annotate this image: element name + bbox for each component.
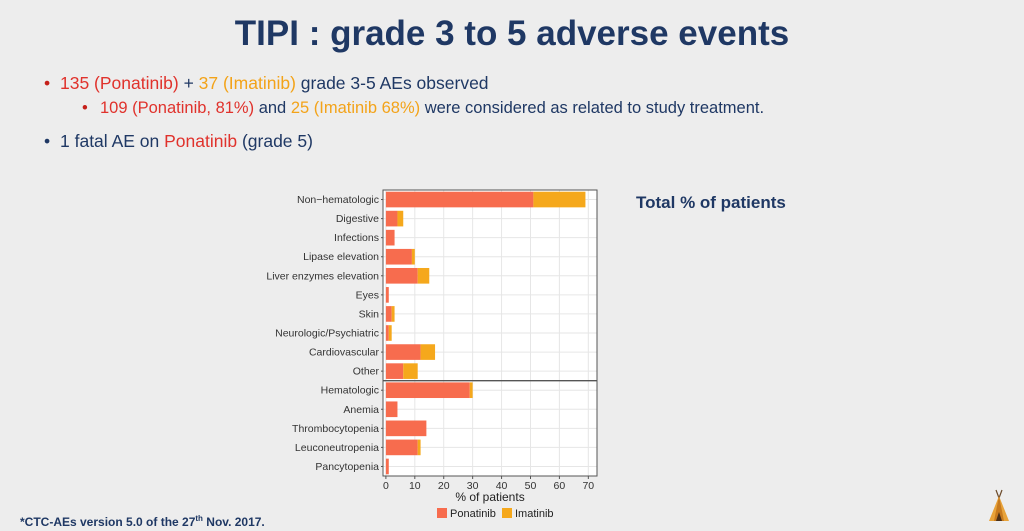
y-tick-label: Eyes [356,289,379,301]
bar-ponatinib [385,229,395,246]
y-tick-label: Liver enzymes elevation [266,270,379,282]
bar-ponatinib [385,363,404,379]
x-tick-label: 10 [409,480,421,492]
y-tick-label: Non−hematologic [297,194,379,206]
imatinib-count: 37 (Imatinib) [198,73,296,93]
bar-ponatinib [385,420,427,437]
y-tick-label: Cardiovascular [309,347,380,359]
bullet-dot: • [82,99,88,117]
y-tick-label: Other [353,366,380,378]
y-tick-label: Infections [334,232,379,244]
bullet-text: grade 3-5 AEs observed [295,73,489,93]
bar-ponatinib [385,306,392,322]
y-tick-label: Pancytopenia [315,461,379,473]
bar-imatinib [417,267,430,284]
x-tick-label: 70 [582,480,594,492]
y-tick-label: Hematologic [321,385,379,397]
bar-imatinib [388,325,392,341]
y-tick-label: Thrombocytopenia [292,423,379,435]
bar-ponatinib [385,401,398,418]
y-tick-label: Anemia [343,404,379,416]
bar-ponatinib [385,210,398,227]
bullet-text: (grade 5) [237,131,313,151]
bar-ponatinib [385,191,534,208]
bullet-text: were considered as related to study trea… [420,99,765,117]
x-tick-label: 60 [554,480,566,492]
x-tick-label: 50 [525,480,537,492]
legend-label-imatinib: Imatinib [515,508,554,520]
bar-imatinib [403,363,418,379]
plot-border [382,189,598,477]
bar-imatinib [391,306,395,322]
y-tick-label: Skin [359,308,380,320]
ponatinib-count: 135 (Ponatinib) [60,73,179,93]
slide-title: TIPI : grade 3 to 5 adverse events [234,14,790,53]
and-text: and [254,99,291,117]
legend-swatch-imatinib [502,508,512,518]
ponatinib-name: Ponatinib [164,131,238,151]
footnote: *CTC-AEs version 5.0 of the 27th Nov. 20… [20,514,265,529]
x-axis-label: % of patients [455,490,524,504]
footnote-text-end: Nov. 2017. [202,515,265,529]
bar-imatinib [469,382,473,399]
bullet-dot: • [44,73,51,93]
bullet-ae-related: • 109 (Ponatinib, 81%) and 25 (Imatinib … [82,99,765,127]
bullet-dot: • [44,131,51,151]
x-tick-label: 0 [383,480,389,492]
bar-ponatinib [385,458,389,475]
bar-imatinib [417,439,421,456]
y-tick-label: Lipase elevation [303,251,379,263]
bar-imatinib [533,191,586,208]
total-label: Total % of patients [636,193,786,212]
y-tick-label: Leuconeutropenia [295,442,379,454]
x-tick-label: 30 [467,480,479,492]
ponatinib-related: 109 (Ponatinib, 81%) [100,99,255,117]
footnote-text: *CTC-AEs version 5.0 of the 27 [20,515,196,529]
bar-ponatinib [385,382,470,399]
bar-ponatinib [385,344,421,360]
plus-text: + [178,73,199,93]
bullet-list: • 135 (Ponatinib) + 37 (Imatinib) grade … [44,73,765,159]
y-tick-label: Neurologic/Psychiatric [275,328,379,340]
bar-ponatinib [385,287,389,303]
bar-ponatinib [385,267,418,284]
bar-ponatinib [385,325,389,341]
imatinib-related: 25 (Imatinib 68%) [290,99,421,117]
bar-ponatinib [385,439,418,456]
bullet-ae-total: • 135 (Ponatinib) + 37 (Imatinib) grade … [44,73,764,99]
teepee-logo [989,489,1009,521]
bullet-fatal-ae: • 1 fatal AE on Ponatinib (grade 5) [44,131,764,159]
bullet-text: 1 fatal AE on [60,131,165,151]
y-tick-label: Digestive [336,213,379,225]
legend-label-ponatinib: Ponatinib [450,508,496,520]
bar-ponatinib [385,248,412,265]
x-tick-label: 40 [496,480,508,492]
bar-imatinib [397,210,404,227]
legend-swatch-ponatinib [437,508,447,518]
x-tick-label: 20 [438,480,450,492]
bar-imatinib [420,344,436,360]
footnote-sup: th [195,514,203,523]
bar-imatinib [411,248,415,265]
